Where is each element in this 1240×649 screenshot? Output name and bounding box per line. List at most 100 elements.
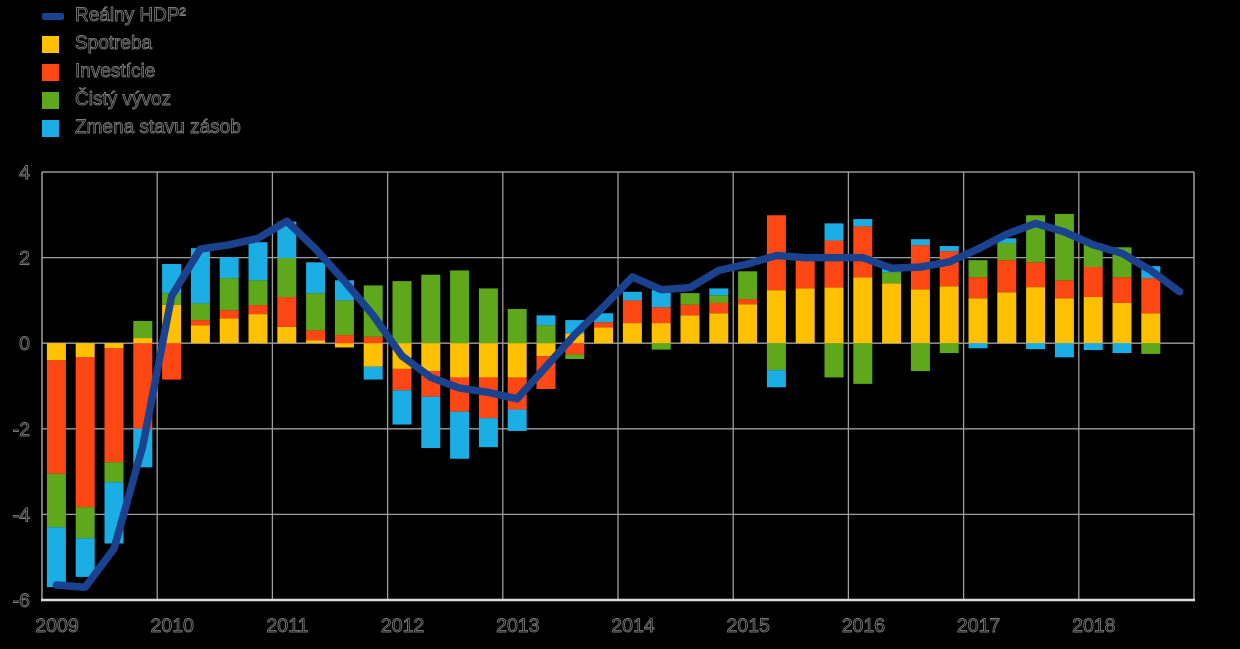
y-tick-label: -4 — [13, 504, 30, 526]
bar-segment — [306, 293, 326, 331]
bar-segment — [421, 274, 441, 344]
bar-segment — [565, 343, 585, 355]
bar-segment — [853, 226, 873, 278]
bar-segment — [939, 286, 959, 344]
bar-segment — [622, 300, 642, 324]
bar-segment — [46, 473, 66, 528]
bar-segment — [594, 327, 614, 344]
bar-segment — [248, 242, 268, 281]
bar-segment — [277, 296, 297, 327]
bar-segment — [219, 318, 239, 344]
bar-segment — [450, 411, 470, 459]
x-tick-label: 2013 — [496, 615, 539, 637]
bar-segment — [104, 348, 124, 463]
bar-segment — [363, 366, 383, 380]
bar-segment — [507, 409, 527, 431]
legend-label-investment: Investície — [75, 61, 156, 83]
bar-segment — [1083, 296, 1103, 344]
bar-segment — [824, 343, 844, 378]
bar-segment — [795, 260, 815, 289]
bar-segment — [1083, 343, 1103, 351]
inventories-swatch — [42, 119, 59, 137]
y-tick-label: -2 — [13, 419, 30, 441]
bar-segment — [190, 320, 210, 326]
legend-item-consumption: Spotreba — [42, 30, 241, 58]
legend: Reálny HDP² Spotreba Investície Čistý vý… — [42, 2, 241, 142]
bar-segment — [75, 507, 95, 539]
bar-segment — [75, 343, 95, 358]
y-tick-label: -6 — [13, 590, 30, 612]
bar-segment — [277, 258, 297, 297]
bar-segment — [133, 320, 153, 339]
x-tick-label: 2011 — [266, 615, 308, 637]
x-tick-label: 2010 — [151, 615, 195, 637]
bar-segment — [392, 281, 412, 344]
bar-segment — [738, 304, 758, 344]
legend-item-inventories: Zmena stavu zásob — [42, 114, 241, 142]
bar-segment — [651, 323, 671, 344]
bar-segment — [651, 290, 671, 308]
bar-segment — [1054, 343, 1074, 358]
bar-segment — [766, 343, 786, 371]
bar-segment — [162, 343, 182, 380]
bar-segment — [306, 262, 326, 294]
x-tick-label: 2014 — [611, 615, 655, 637]
bar-segment — [334, 335, 354, 344]
bar-segment — [334, 343, 354, 348]
bar-segment — [392, 390, 412, 425]
bar-segment — [766, 370, 786, 388]
bar-segment — [46, 360, 66, 474]
legend-label-inventories: Zmena stavu zásob — [75, 117, 242, 139]
bar-segment — [997, 260, 1017, 293]
bar-segment — [968, 298, 988, 344]
bar-segment — [1112, 277, 1132, 303]
bar-segment — [104, 462, 124, 483]
bar-segment — [478, 343, 498, 378]
bar-segment — [1112, 302, 1132, 344]
bar-segment — [594, 322, 614, 328]
consumption-swatch — [42, 35, 59, 53]
bar-segment — [939, 343, 959, 354]
bar-segment — [133, 338, 153, 344]
bar-segment — [478, 418, 498, 448]
bar-segment — [997, 243, 1017, 261]
legend-label-consumption: Spotreba — [75, 33, 153, 55]
bar-segment — [738, 299, 758, 305]
x-tick-label: 2009 — [35, 615, 78, 637]
bar-segment — [997, 292, 1017, 344]
bar-segment — [450, 270, 470, 344]
bar-segment — [910, 289, 930, 344]
bar-segment — [421, 343, 441, 372]
bar-segment — [363, 336, 383, 344]
x-tick-label: 2018 — [1072, 615, 1115, 637]
x-tick-label: 2012 — [381, 615, 424, 637]
bar-segment — [824, 240, 844, 288]
legend-item-investment: Investície — [42, 58, 241, 86]
bar-segment — [565, 354, 585, 360]
bar-segment — [75, 357, 95, 508]
bar-segment — [680, 293, 700, 305]
bar-segment — [680, 315, 700, 344]
bar-segment — [968, 343, 988, 349]
bar-segment — [1141, 343, 1161, 354]
bar-segment — [997, 238, 1017, 244]
bar-segment — [824, 223, 844, 241]
bar-segment — [910, 239, 930, 246]
bar-segment — [651, 307, 671, 324]
bar-segment — [882, 283, 902, 344]
legend-item-net-exports: Čistý vývoz — [42, 86, 241, 114]
bar-segment — [1026, 343, 1046, 350]
gdp-line — [52, 217, 1184, 591]
bar-segment — [795, 288, 815, 344]
bar-segment — [1054, 213, 1074, 281]
bar-segment — [334, 300, 354, 336]
bar-segment — [536, 315, 556, 326]
bar-segment — [46, 527, 66, 588]
bar-segment — [190, 303, 210, 321]
bar-segment — [622, 323, 642, 344]
bar-segment — [306, 330, 326, 341]
bar-segment — [968, 260, 988, 278]
bar-segment — [478, 288, 498, 344]
bar-segment — [1026, 287, 1046, 344]
